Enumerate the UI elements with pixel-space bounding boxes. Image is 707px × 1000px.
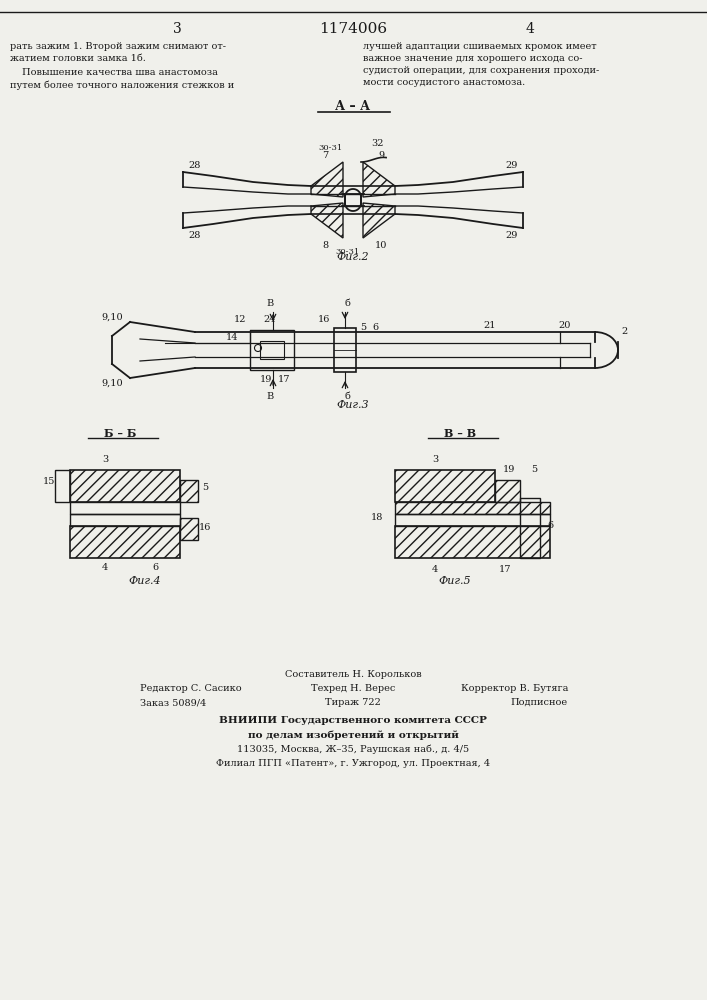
Text: 20: 20	[559, 320, 571, 330]
Text: 5: 5	[360, 324, 366, 332]
Text: Фиг.4: Фиг.4	[129, 576, 161, 586]
Text: В: В	[267, 392, 274, 401]
Text: 16: 16	[317, 316, 330, 324]
Bar	[70, 526, 180, 558]
Text: 9: 9	[378, 150, 384, 159]
Text: 10: 10	[375, 240, 387, 249]
Text: 12: 12	[233, 316, 246, 324]
Text: 3: 3	[173, 22, 182, 36]
Text: 6: 6	[547, 520, 553, 530]
Text: 6: 6	[372, 324, 378, 332]
Text: Фиг.2: Фиг.2	[337, 252, 369, 262]
Text: Филиал ПГП «Патент», г. Ужгород, ул. Проектная, 4: Филиал ПГП «Патент», г. Ужгород, ул. Про…	[216, 759, 490, 768]
Text: б: б	[344, 299, 350, 308]
Text: Фиг.3: Фиг.3	[337, 400, 369, 410]
Text: Подписное: Подписное	[511, 698, 568, 707]
Text: Тираж 722: Тираж 722	[325, 698, 381, 707]
Bar	[180, 480, 198, 502]
Bar	[334, 328, 356, 372]
Text: Составитель Н. Корольков: Составитель Н. Корольков	[285, 670, 421, 679]
Text: 4: 4	[432, 566, 438, 574]
Text: Редактор С. Сасико: Редактор С. Сасико	[140, 684, 242, 693]
Bar	[395, 526, 550, 558]
Text: 4: 4	[102, 564, 108, 572]
Text: 19: 19	[259, 375, 272, 384]
Text: 7: 7	[322, 150, 328, 159]
Bar	[70, 470, 180, 502]
Bar	[495, 480, 520, 502]
Text: б: б	[344, 392, 350, 401]
Bar	[70, 514, 180, 526]
Text: 3: 3	[432, 456, 438, 464]
Text: В: В	[267, 299, 274, 308]
Text: 6: 6	[152, 564, 158, 572]
Text: 28: 28	[188, 231, 200, 239]
Text: 5: 5	[531, 466, 537, 475]
Text: 14: 14	[226, 334, 238, 342]
Text: 24: 24	[263, 316, 276, 324]
Text: лучшей адаптации сшиваемых кромок имеет: лучшей адаптации сшиваемых кромок имеет	[363, 42, 597, 51]
Text: 21: 21	[484, 320, 496, 330]
Bar	[395, 470, 495, 502]
Text: 8: 8	[322, 240, 328, 249]
Text: ВНИИПИ Государственного комитета СССР: ВНИИПИ Государственного комитета СССР	[219, 716, 487, 725]
Text: 3: 3	[102, 456, 108, 464]
Bar	[250, 330, 294, 370]
Text: 2: 2	[622, 328, 628, 336]
Text: 16: 16	[199, 524, 211, 532]
Text: 9,10: 9,10	[101, 312, 123, 322]
Text: Заказ 5089/4: Заказ 5089/4	[140, 698, 206, 707]
Text: 4: 4	[525, 22, 534, 36]
Text: 17: 17	[278, 375, 291, 384]
Text: судистой операции, для сохранения проходи-: судистой операции, для сохранения проход…	[363, 66, 600, 75]
Text: 30-31: 30-31	[336, 248, 360, 256]
Bar	[70, 502, 180, 514]
Text: Б – Б: Б – Б	[104, 428, 136, 439]
Text: по делам изобретений и открытий: по делам изобретений и открытий	[247, 730, 458, 740]
Bar	[395, 514, 550, 526]
Text: 15: 15	[43, 478, 55, 487]
Text: 32: 32	[371, 139, 383, 148]
Text: важное значение для хорошего исхода со-: важное значение для хорошего исхода со-	[363, 54, 583, 63]
Text: А – А: А – А	[335, 100, 370, 113]
Text: Техред Н. Верес: Техред Н. Верес	[311, 684, 395, 693]
Text: Фиг.5: Фиг.5	[438, 576, 472, 586]
Text: 18: 18	[370, 514, 383, 522]
Text: путем более точного наложения стежков и: путем более точного наложения стежков и	[10, 80, 234, 90]
Text: Корректор В. Бутяга: Корректор В. Бутяга	[461, 684, 568, 693]
Text: 19: 19	[503, 466, 515, 475]
Bar	[520, 498, 540, 558]
Text: мости сосудистого анастомоза.: мости сосудистого анастомоза.	[363, 78, 525, 87]
Bar	[180, 518, 198, 540]
Text: 29: 29	[506, 160, 518, 169]
Bar	[260, 341, 284, 359]
Text: 9,10: 9,10	[101, 378, 123, 387]
Text: рать зажим 1. Второй зажим снимают от-: рать зажим 1. Второй зажим снимают от-	[10, 42, 226, 51]
Text: 1174006: 1174006	[319, 22, 387, 36]
Text: Повышение качества шва анастомоза: Повышение качества шва анастомоза	[22, 68, 218, 77]
Text: В – В: В – В	[444, 428, 476, 439]
Bar	[55, 470, 70, 502]
Text: 113035, Москва, Ж–35, Раушская наб., д. 4/5: 113035, Москва, Ж–35, Раушская наб., д. …	[237, 745, 469, 754]
Bar	[395, 502, 550, 514]
Text: 17: 17	[498, 566, 511, 574]
Text: жатием головки замка 1б.: жатием головки замка 1б.	[10, 54, 146, 63]
Text: 29: 29	[506, 231, 518, 239]
Text: 28: 28	[188, 160, 200, 169]
Text: 5: 5	[202, 484, 208, 492]
Text: 30-31: 30-31	[319, 144, 343, 152]
